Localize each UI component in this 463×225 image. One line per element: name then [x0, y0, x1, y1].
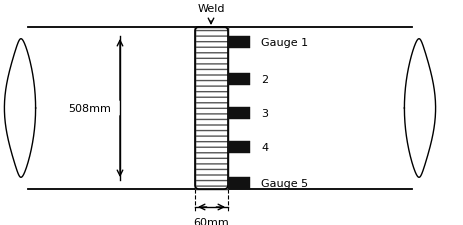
Text: 508mm: 508mm: [69, 104, 111, 113]
Text: Weld: Weld: [197, 4, 224, 14]
Bar: [227, 177, 250, 189]
Text: 2: 2: [260, 75, 268, 85]
Bar: [194, 28, 227, 189]
Text: Gauge 1: Gauge 1: [260, 38, 307, 48]
Bar: [227, 74, 250, 86]
Bar: [227, 108, 250, 119]
Bar: [194, 28, 227, 189]
Text: 60mm: 60mm: [193, 217, 228, 225]
Text: 4: 4: [260, 142, 268, 152]
Bar: [227, 37, 250, 49]
Bar: [227, 141, 250, 153]
Text: Gauge 5: Gauge 5: [260, 178, 307, 188]
Text: 3: 3: [260, 108, 268, 119]
